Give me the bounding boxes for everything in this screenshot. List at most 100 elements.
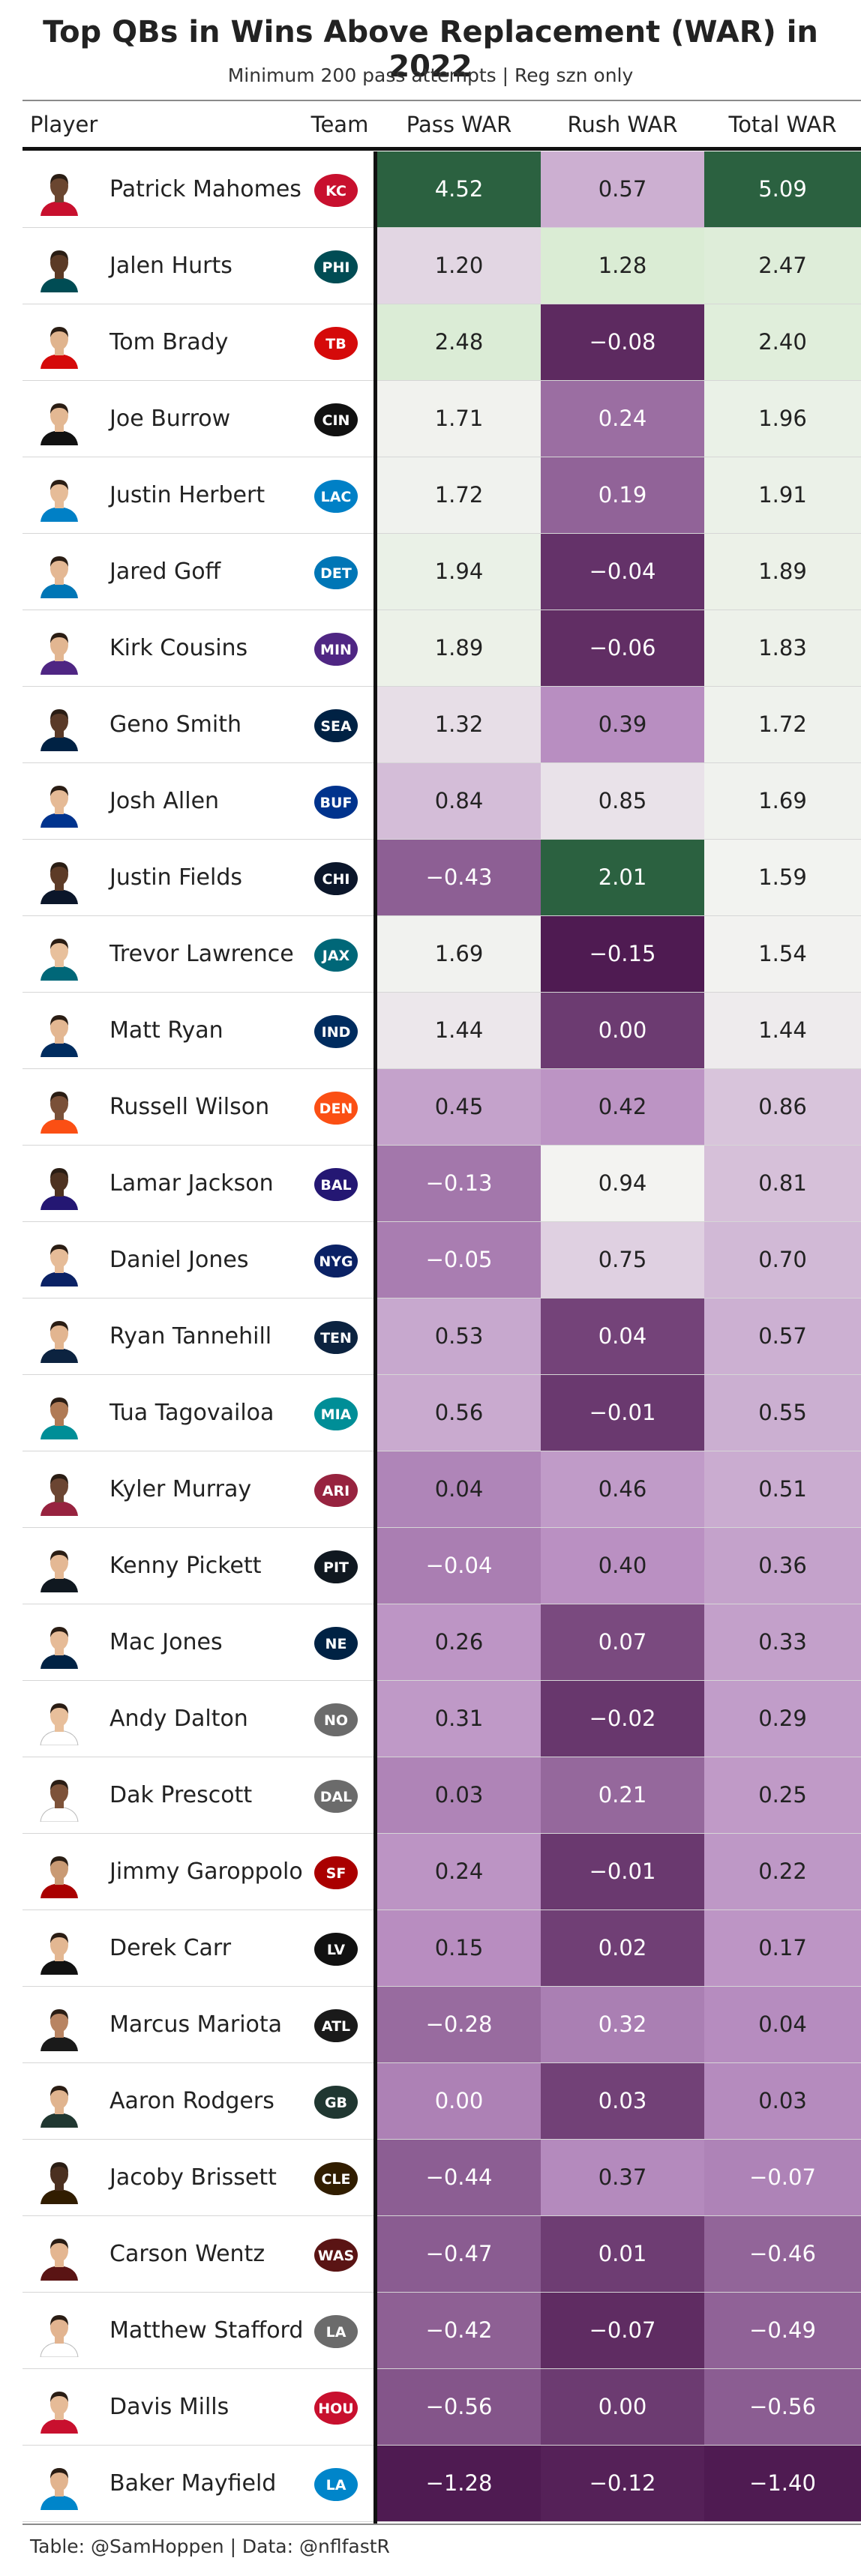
player-name: Joe Burrow [110, 406, 231, 432]
pass-war-cell: 0.56 [377, 1375, 541, 1451]
player-name: Russell Wilson [110, 1094, 270, 1120]
pass-war-cell: 0.53 [377, 1298, 541, 1374]
player-headshot-icon [40, 633, 78, 675]
rush-war-cell: 0.04 [541, 1298, 704, 1374]
player-headshot-icon [40, 2239, 78, 2281]
team-abbreviation: BAL [320, 1177, 351, 1194]
team-abbreviation: ARI [322, 1483, 350, 1499]
team-logo-badge: SF [314, 1856, 358, 1889]
total-war-cell: 0.86 [704, 1069, 861, 1145]
team-abbreviation: SEA [320, 718, 352, 735]
column-header-team: Team [310, 112, 369, 137]
pass-war-cell: 0.26 [377, 1604, 541, 1680]
table-row: Jalen Hurts PHI 1.20 1.28 2.47 [0, 228, 861, 304]
team-logo-icon: GB [311, 2082, 361, 2122]
pass-war-cell: −0.44 [377, 2140, 541, 2215]
player-headshot-icon [40, 939, 78, 981]
table-row: Dak Prescott DAL 0.03 0.21 0.25 [0, 1757, 861, 1834]
table-row: Jimmy Garoppolo SF 0.24 −0.01 0.22 [0, 1834, 861, 1910]
pass-war-cell: 1.32 [377, 687, 541, 762]
row-separator [22, 2368, 861, 2369]
total-war-cell: 0.04 [704, 1987, 861, 2062]
team-logo-icon: SEA [311, 705, 361, 746]
player-name: Kyler Murray [110, 1476, 252, 1502]
total-war-cell: −0.07 [704, 2140, 861, 2215]
team-logo-badge: LAC [314, 480, 358, 513]
team-logo-badge: NE [314, 1627, 358, 1660]
team-abbreviation: CIN [322, 412, 350, 429]
total-war-cell: 2.47 [704, 228, 861, 304]
team-logo-icon: DEN [311, 1088, 361, 1128]
rush-war-cell: 0.00 [541, 2369, 704, 2445]
player-headshot-icon [40, 1092, 78, 1134]
player-headshot-icon [40, 1627, 78, 1669]
team-abbreviation: BUF [320, 795, 352, 811]
team-logo-icon: HOU [311, 2388, 361, 2428]
total-war-cell: 0.17 [704, 1910, 861, 1986]
team-logo-icon: PHI [311, 247, 361, 287]
team-logo-badge: PIT [314, 1550, 358, 1583]
pass-war-cell: −0.28 [377, 1987, 541, 2062]
player-headshot-icon [40, 862, 78, 904]
player-headshot-icon [40, 2162, 78, 2204]
chart-subtitle: Minimum 200 pass attempts | Reg szn only [227, 64, 634, 86]
pass-war-cell: −0.56 [377, 2369, 541, 2445]
total-war-cell: 0.57 [704, 1298, 861, 1374]
player-name: Davis Mills [110, 2394, 230, 2420]
player-name: Josh Allen [110, 788, 220, 814]
pass-war-cell: 1.72 [377, 457, 541, 533]
team-logo-badge: MIA [314, 1397, 358, 1430]
column-header-total-war: Total WAR [728, 112, 837, 137]
team-logo-badge: ARI [314, 1474, 358, 1507]
total-war-cell: 1.72 [704, 687, 861, 762]
column-header-player: Player [30, 112, 98, 137]
team-abbreviation: CHI [322, 871, 350, 888]
player-headshot-icon [40, 786, 78, 828]
table-row: Kirk Cousins MIN 1.89 −0.06 1.83 [0, 610, 861, 687]
player-headshot-icon [40, 480, 78, 522]
team-abbreviation: SF [326, 1865, 346, 1882]
team-logo-badge: BAL [314, 1168, 358, 1201]
pass-war-cell: 0.31 [377, 1681, 541, 1757]
pass-war-cell: −0.47 [377, 2216, 541, 2292]
pass-war-cell: 1.20 [377, 228, 541, 304]
player-name: Ryan Tannehill [110, 1323, 272, 1349]
pass-war-cell: 0.00 [377, 2063, 541, 2139]
team-logo-icon: LA [311, 2311, 361, 2352]
team-logo-icon: PIT [311, 1547, 361, 1587]
pass-war-cell: 1.71 [377, 381, 541, 457]
team-logo-badge: CHI [314, 862, 358, 895]
team-abbreviation: HOU [318, 2401, 353, 2417]
row-separator [22, 1145, 861, 1146]
team-logo-icon: ATL [311, 2005, 361, 2046]
team-abbreviation: NYG [319, 1254, 352, 1270]
total-war-cell: 1.69 [704, 763, 861, 839]
player-name: Carson Wentz [110, 2241, 266, 2267]
team-abbreviation: JAX [321, 948, 350, 964]
team-abbreviation: LA [326, 2324, 346, 2341]
row-separator [22, 2521, 861, 2522]
team-logo-icon: IND [311, 1011, 361, 1052]
player-headshot-icon [40, 174, 78, 216]
table-row: Kenny Pickett PIT −0.04 0.40 0.36 [0, 1528, 861, 1604]
player-name: Kirk Cousins [110, 635, 248, 661]
rush-war-cell: −0.12 [541, 2446, 704, 2521]
table-row: Mac Jones NE 0.26 0.07 0.33 [0, 1604, 861, 1681]
row-separator [22, 915, 861, 916]
team-abbreviation: GB [325, 2095, 347, 2111]
rush-war-cell: 0.01 [541, 2216, 704, 2292]
team-logo-badge: JAX [314, 939, 358, 972]
pass-war-cell: 2.48 [377, 304, 541, 380]
total-war-cell: 0.70 [704, 1222, 861, 1298]
rush-war-cell: 0.03 [541, 2063, 704, 2139]
pass-war-cell: 1.89 [377, 610, 541, 686]
rush-war-cell: 0.75 [541, 1222, 704, 1298]
row-separator [22, 992, 861, 993]
team-abbreviation: PHI [322, 259, 350, 276]
column-header-rush-war: Rush WAR [567, 112, 678, 137]
table-row: Marcus Mariota ATL −0.28 0.32 0.04 [0, 1987, 861, 2063]
player-name: Patrick Mahomes [110, 176, 302, 202]
player-name: Jimmy Garoppolo [110, 1859, 303, 1885]
row-separator [22, 762, 861, 763]
row-separator [22, 1374, 861, 1375]
